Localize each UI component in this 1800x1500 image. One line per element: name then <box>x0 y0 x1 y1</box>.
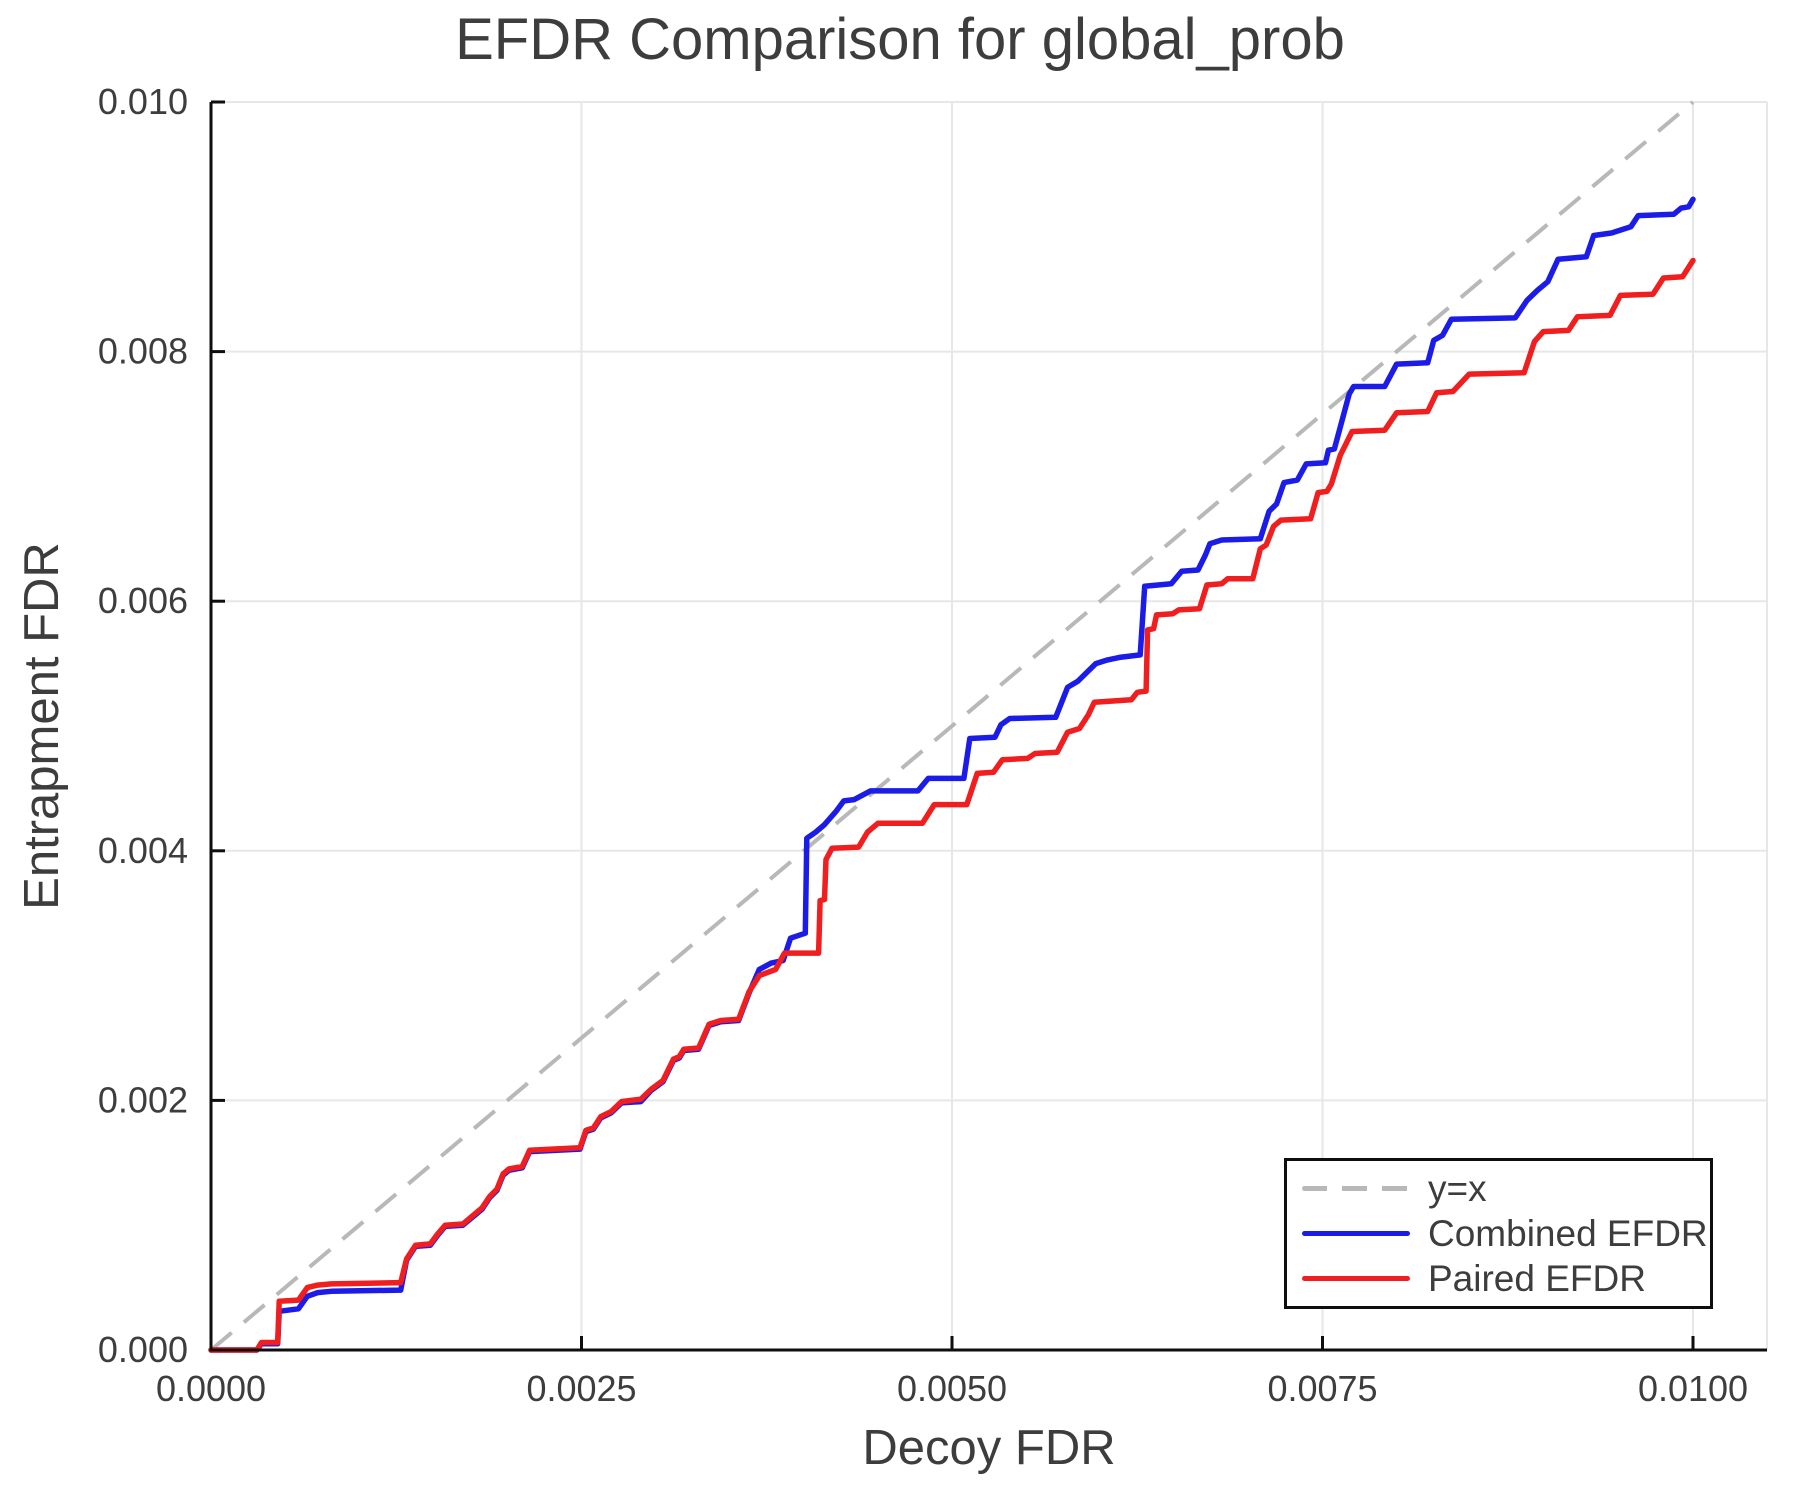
solid-line-sample <box>1302 1231 1410 1236</box>
paired-efdr-line <box>208 257 1696 1353</box>
y-tick-label: 0.000 <box>98 1329 188 1370</box>
x-tick-label: 0.0050 <box>897 1368 1007 1409</box>
x-tick-label: 0.0100 <box>1638 1368 1748 1409</box>
x-tick-label: 0.0000 <box>156 1368 266 1409</box>
solid-line-sample <box>1302 1276 1410 1281</box>
y-axis-label: Entrapment FDR <box>15 542 69 910</box>
legend-item-identity: y=x <box>1302 1169 1710 1209</box>
legend-item-label: Combined EFDR <box>1428 1213 1708 1254</box>
legend-item-combined-efdr: Combined EFDR <box>1302 1214 1710 1254</box>
y-tick-label: 0.010 <box>98 81 188 122</box>
legend: y=x Combined EFDR Paired EFDR <box>1284 1158 1713 1309</box>
chart-title: EFDR Comparison for global_prob <box>455 7 1345 72</box>
y-tick-label: 0.002 <box>98 1079 188 1120</box>
dashed-line-sample <box>1302 1186 1410 1191</box>
y-tick-label: 0.004 <box>98 830 188 871</box>
x-tick-label: 0.0025 <box>526 1368 636 1409</box>
identity-line <box>209 100 1695 1352</box>
legend-item-label: y=x <box>1428 1168 1487 1209</box>
y-tick-label: 0.008 <box>98 331 188 372</box>
x-axis-label: Decoy FDR <box>862 1421 1116 1475</box>
legend-item-label: Paired EFDR <box>1428 1258 1646 1299</box>
legend-item-paired-efdr: Paired EFDR <box>1302 1259 1710 1299</box>
y-tick-label: 0.006 <box>98 580 188 621</box>
x-tick-label: 0.0075 <box>1267 1368 1377 1409</box>
